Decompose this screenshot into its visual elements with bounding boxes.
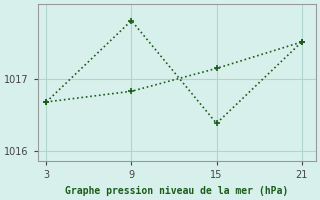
X-axis label: Graphe pression niveau de la mer (hPa): Graphe pression niveau de la mer (hPa) [65,186,288,196]
